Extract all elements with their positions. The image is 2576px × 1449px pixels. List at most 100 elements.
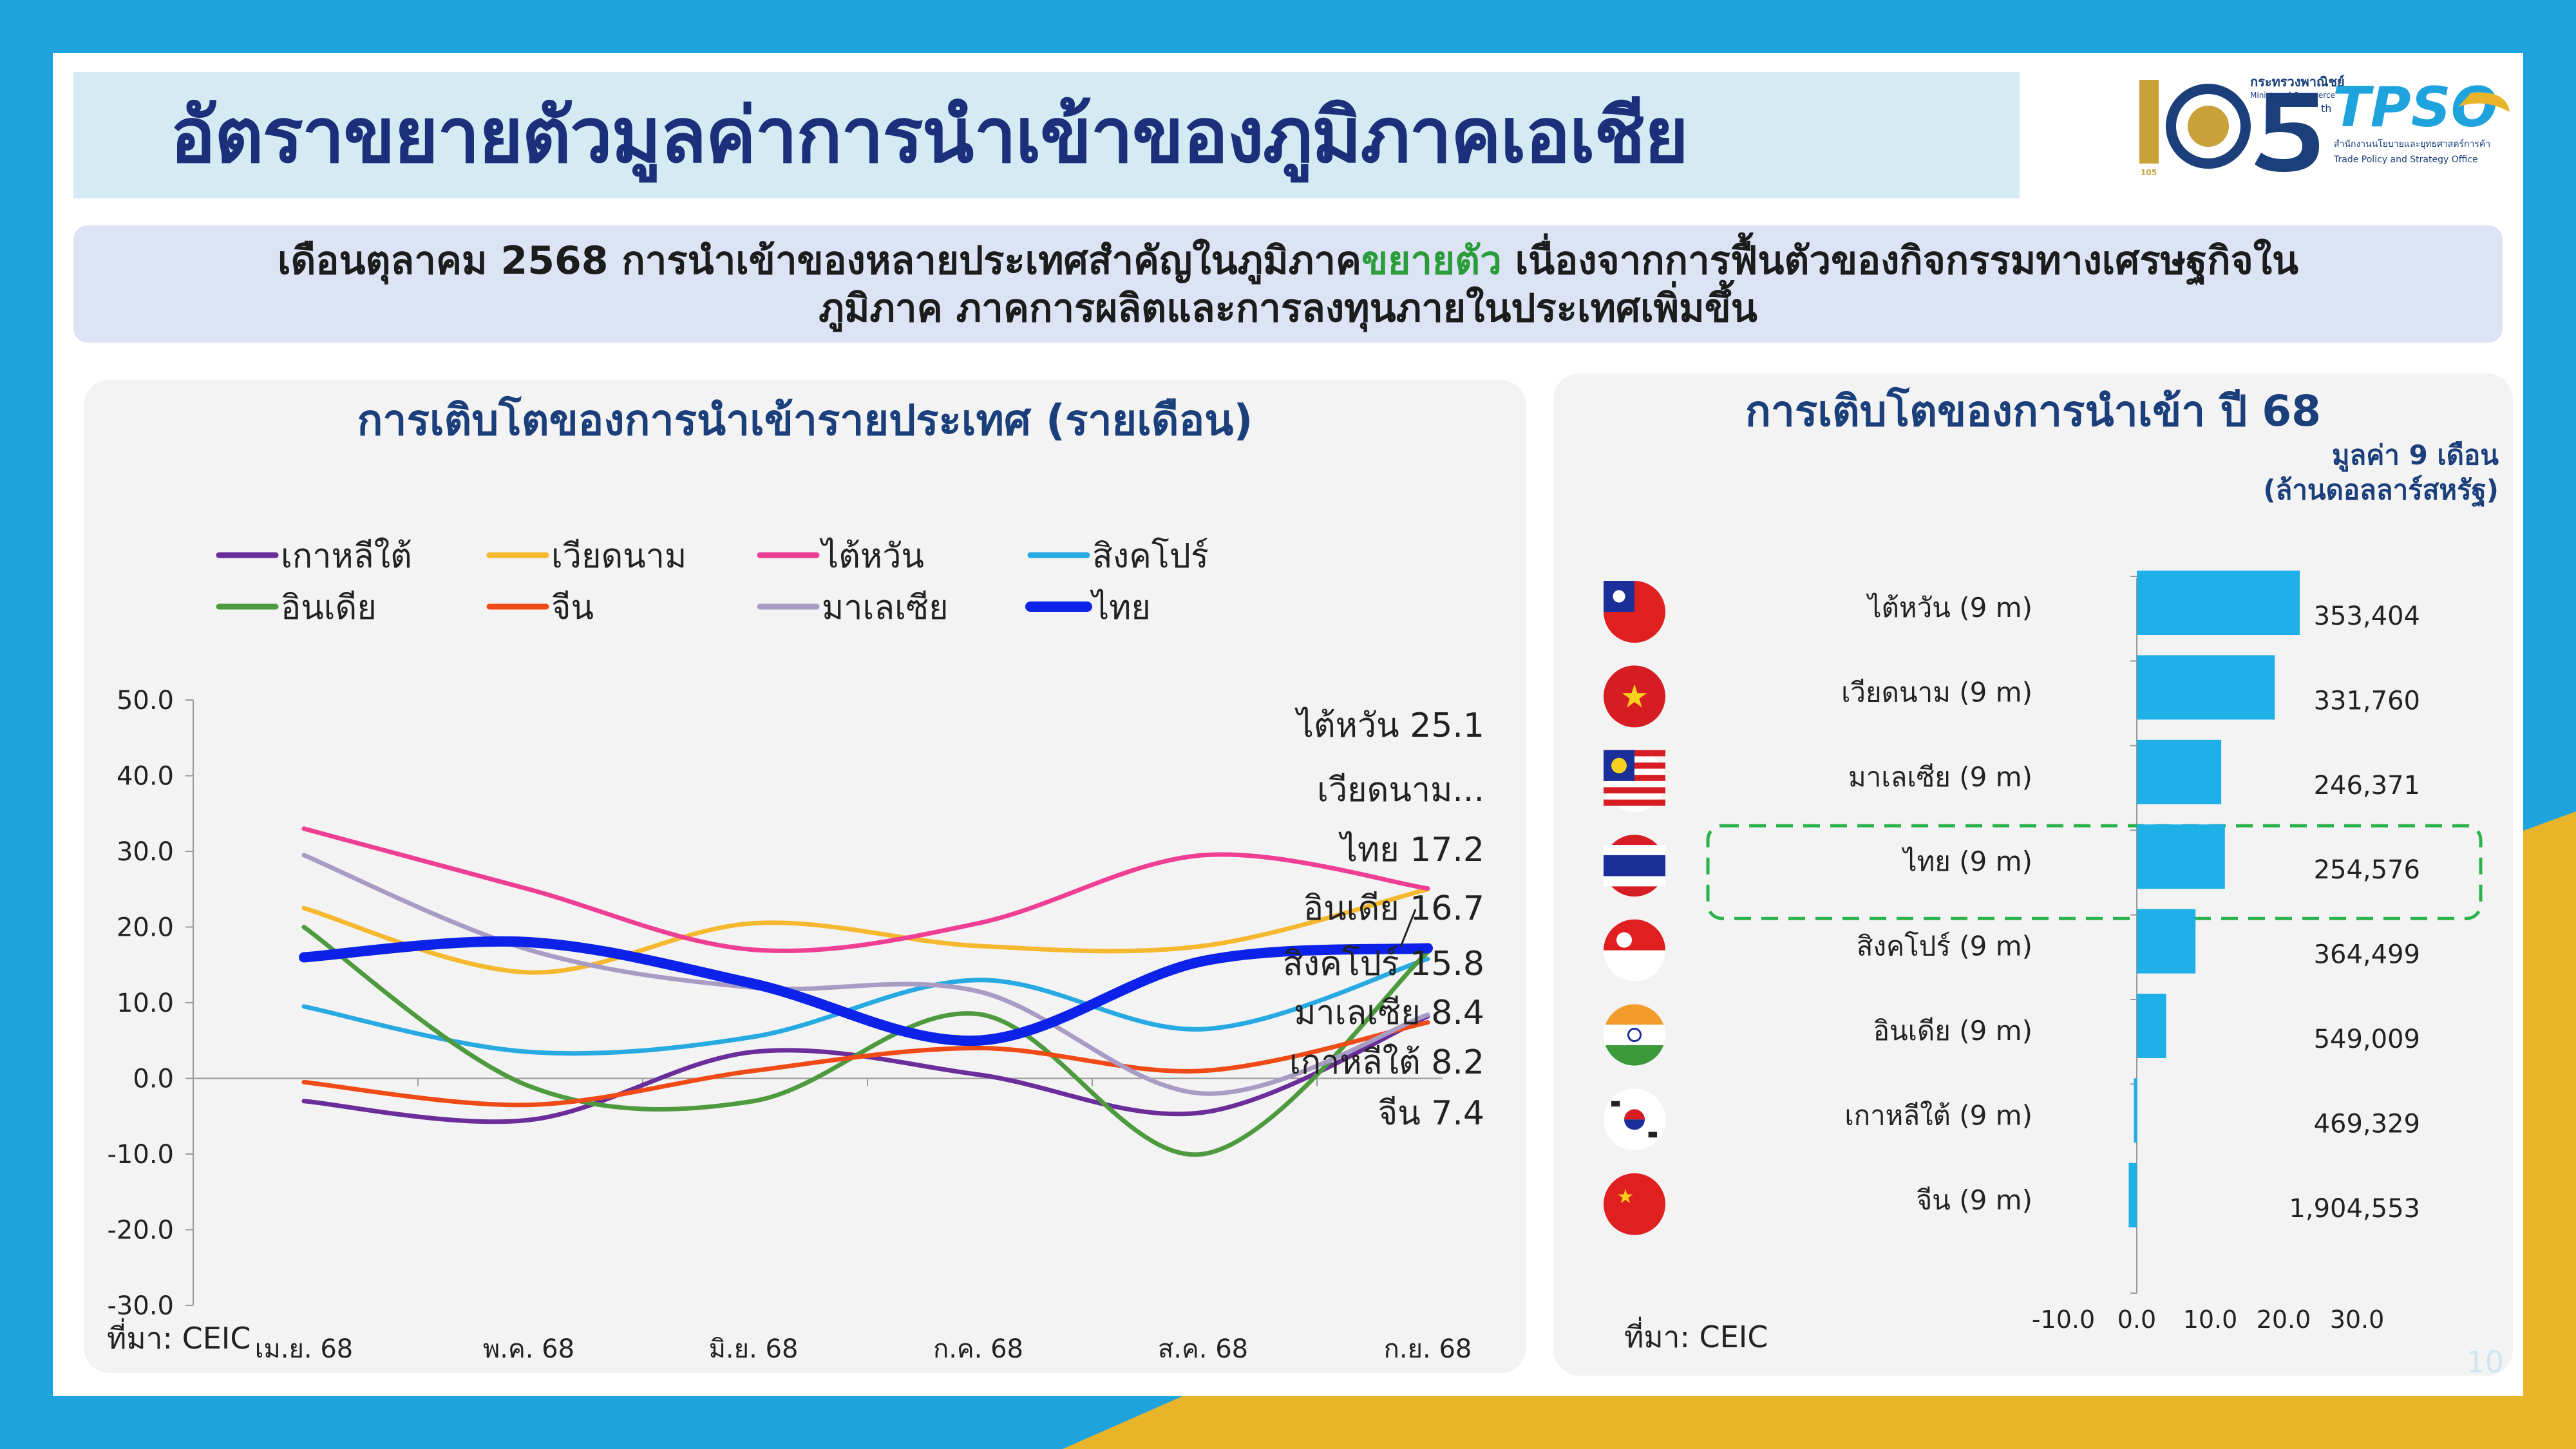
legend-label-taiwan: ไต้หวัน — [819, 537, 924, 576]
china-flag-icon: ★ — [1604, 1173, 1665, 1235]
bar-category-label: ไต้หวัน (9 m) — [1866, 592, 2033, 623]
legend-item-china: จีน — [486, 589, 594, 627]
line-chart-source: ที่มา: CEIC — [107, 1321, 251, 1356]
bar — [2128, 1162, 2137, 1227]
y-tick-label: 40.0 — [117, 762, 174, 791]
tpso-logo: TPSO สำนักงานนโยบายและยุทธศาสตร์การค้า T… — [2333, 75, 2510, 165]
summary-line-1: เดือนตุลาคม 2568 การนำเข้าของหลายประเทศส… — [73, 237, 2503, 285]
series-line-singapore — [301, 956, 1430, 1056]
end-label: ไต้หวัน 25.1 — [1294, 706, 1484, 745]
tpso-thai-text: สำนักงานนโยบายและยุทธศาสตร์การค้า — [2334, 138, 2490, 149]
flag-bg — [1604, 1173, 1665, 1235]
legend-label-korea: เกาหลีใต้ — [281, 537, 412, 576]
flag-stripe — [1604, 787, 1665, 793]
summary-box: เดือนตุลาคม 2568 การนำเข้าของหลายประเทศส… — [73, 225, 2503, 343]
bar-chart-unit-line-1: มูลค่า 9 เดือน — [2331, 439, 2499, 471]
legend-label-thailand: ไทย — [1090, 589, 1151, 627]
bar — [2137, 994, 2166, 1058]
page-number: 10 — [2466, 1345, 2504, 1379]
line-chart-title: การเติบโตของการนำเข้ารายประเทศ (รายเดือน… — [357, 395, 1253, 445]
legend-label-india: อินเดีย — [281, 589, 377, 627]
end-label: สิงคโปร์ 15.8 — [1283, 945, 1484, 983]
series-line-korea — [301, 1014, 1430, 1124]
end-label: เกาหลีใต้ 8.2 — [1289, 1043, 1484, 1082]
summary-text-1: เดือนตุลาคม 2568 การนำเข้าของหลายประเทศส… — [277, 238, 1362, 283]
india-flag-icon — [1604, 1004, 1665, 1066]
y-tick-label: -30.0 — [108, 1291, 175, 1321]
slide: อัตราขยายตัวมูลค่าการนำเข้าของภูมิภาคเอเ… — [53, 53, 2523, 1396]
bar-x-tick-label: -10.0 — [2032, 1305, 2095, 1334]
bar-category-label: เวียดนาม (9 m) — [1841, 676, 2032, 708]
bar-category-label: จีน (9 m) — [1917, 1184, 2032, 1216]
line-chart: เกาหลีใต้ เวียดนาม ไต้หวัน สิงคโปร์อินเดีย จ… — [108, 537, 1485, 1364]
flag-blue — [1604, 855, 1665, 876]
logo-105-thai-text: กระทรวงพาณิชย์ — [2250, 74, 2345, 90]
bar — [2137, 739, 2222, 804]
logo-105-english-text: Ministry of Commerce — [2250, 91, 2335, 100]
flag-trigram — [1648, 1132, 1658, 1138]
legend-label-vietnam: เวียดนาม — [551, 537, 687, 576]
flag-moon — [1616, 932, 1632, 948]
end-label: ไทย 17.2 — [1338, 831, 1484, 869]
flag-trigram — [1611, 1101, 1620, 1107]
series-line-vietnam — [301, 887, 1430, 975]
legend-item-vietnam: เวียดนาม — [486, 537, 687, 576]
y-tick-label: 30.0 — [117, 837, 174, 867]
flag-sun — [1613, 590, 1625, 603]
malaysia-flag-icon — [1604, 750, 1665, 812]
highlight-box-thailand — [1706, 824, 2483, 920]
x-tick-label: ก.ค. 68 — [933, 1334, 1023, 1364]
flag-star: ★ — [1617, 1186, 1634, 1208]
legend-label-malaysia: มาเลเซีย — [822, 589, 949, 627]
flag-saffron — [1605, 1004, 1664, 1025]
tpso-logo-name: TPSO — [2333, 75, 2498, 140]
bar-value-label: 246,371 — [2314, 771, 2420, 800]
y-tick-label: 20.0 — [117, 913, 174, 943]
bar-category-label: มาเลเซีย (9 m) — [1848, 761, 2032, 793]
bar-value-label: 469,329 — [2314, 1109, 2420, 1139]
legend-item-korea: เกาหลีใต้ — [216, 537, 412, 576]
x-tick-label: พ.ค. 68 — [483, 1334, 574, 1364]
singapore-flag-icon — [1604, 919, 1665, 981]
bar-chart: ไต้หวัน (9 m) 353,404 ★ เวียดนาม (9 m) 331,7… — [1604, 571, 2483, 1334]
flag-bg — [1604, 665, 1665, 728]
bar-chart-source: ที่มา: CEIC — [1624, 1320, 1768, 1354]
bar-category-label: ไทย (9 m) — [1901, 846, 2032, 877]
x-tick-label: ส.ค. 68 — [1158, 1334, 1248, 1364]
x-tick-label: ก.ย. 68 — [1384, 1334, 1472, 1364]
flag-stripe — [1604, 799, 1665, 806]
legend-label-singapore: สิงคโปร์ — [1092, 537, 1209, 576]
bar-chart-unit-line-2: (ล้านดอลลาร์สหรัฐ) — [2263, 474, 2499, 506]
bar-value-label: 1,904,553 — [2289, 1194, 2420, 1224]
bar — [2137, 824, 2225, 889]
end-label: อินเดีย 16.7 — [1303, 889, 1484, 928]
legend-item-singapore: สิงคโปร์ — [1027, 537, 1209, 576]
legend-item-thailand: ไทย — [1025, 589, 1151, 627]
logo-105-th-suffix: th — [2321, 102, 2331, 115]
title-band: อัตราขยายตัวมูลค่าการนำเข้าของภูมิภาคเอเ… — [73, 72, 2020, 198]
bar-chart-unit: มูลค่า 9 เดือน (ล้านดอลลาร์สหรัฐ) — [2263, 438, 2499, 507]
tpso-english-text: Trade Policy and Strategy Office — [2333, 155, 2478, 165]
bar — [2134, 1078, 2137, 1143]
end-label: เวียดนาม... — [1317, 771, 1484, 810]
bar-category-label: เกาหลีใต้ (9 m) — [1844, 1099, 2032, 1131]
vietnam-flag-icon: ★ — [1604, 665, 1665, 728]
summary-highlight: ขยายตัว — [1361, 238, 1502, 283]
y-tick-label: -20.0 — [108, 1216, 175, 1245]
series-line-thailand — [299, 936, 1433, 1046]
flag-chakra — [1627, 1027, 1642, 1043]
series-line-india — [301, 925, 1430, 1157]
y-tick-label: 50.0 — [117, 686, 174, 715]
end-label-leader-line — [1399, 909, 1417, 947]
flag-taeguk-blue — [1624, 1119, 1645, 1130]
series-line-china — [301, 1020, 1430, 1108]
thailand-flag-icon — [1604, 835, 1665, 897]
bar-x-tick-label: 10.0 — [2183, 1305, 2238, 1334]
summary-text-2: เนื่องจากการฟื้นตัวของกิจกรรมทางเศรษฐกิจ… — [1501, 238, 2299, 283]
bar-x-tick-label: 0.0 — [2117, 1305, 2156, 1334]
bar-value-label: 549,009 — [2314, 1025, 2420, 1054]
legend-item-taiwan: ไต้หวัน — [757, 537, 924, 576]
bar-value-label: 254,576 — [2314, 855, 2420, 885]
legend-label-china: จีน — [551, 589, 594, 627]
bar-value-label: 331,760 — [2314, 686, 2420, 715]
